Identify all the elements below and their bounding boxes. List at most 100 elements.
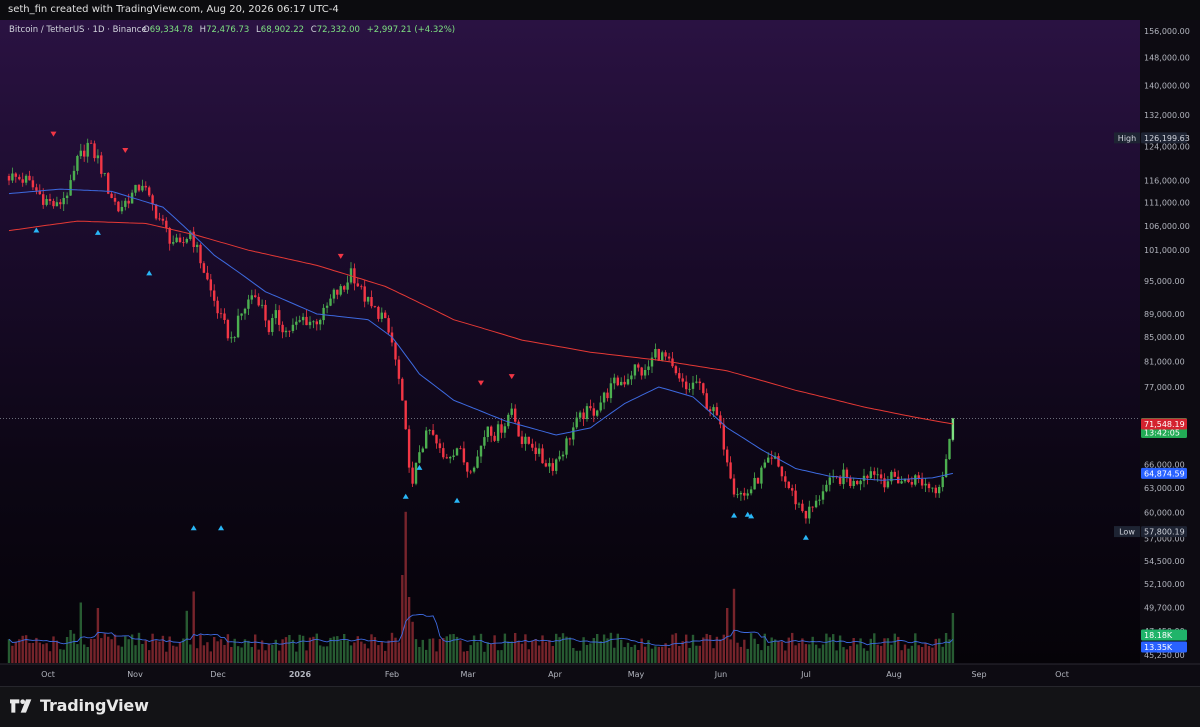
volume-bar bbox=[168, 636, 171, 663]
volume-bar bbox=[28, 643, 31, 663]
candle-body bbox=[623, 381, 626, 385]
volume-bar bbox=[808, 644, 811, 663]
volume-bar bbox=[178, 642, 182, 663]
candle-body bbox=[14, 173, 17, 177]
candle-body bbox=[667, 356, 671, 359]
volume-ma-line bbox=[8, 613, 954, 647]
volume-bar bbox=[83, 644, 86, 663]
volume-bar bbox=[797, 643, 801, 663]
candle-body bbox=[589, 406, 592, 409]
price-tick-label: 60,000.00 bbox=[1144, 509, 1185, 518]
candle-body bbox=[514, 408, 517, 422]
candle-body bbox=[24, 175, 28, 183]
candle-body bbox=[62, 198, 65, 205]
candle-body bbox=[862, 475, 866, 481]
volume-layer bbox=[7, 511, 955, 664]
volume-bar bbox=[195, 648, 199, 663]
volume-bar bbox=[363, 643, 366, 663]
candle-body bbox=[110, 193, 113, 198]
high-price-tag-bg bbox=[1114, 132, 1140, 144]
volume-bar bbox=[602, 634, 606, 663]
volume-bar bbox=[349, 645, 353, 663]
volume-bar bbox=[496, 650, 500, 663]
candle-body bbox=[301, 316, 305, 321]
volume-bar bbox=[103, 633, 106, 663]
low-price-value: 57,800.19 bbox=[1144, 528, 1185, 537]
volume-bar bbox=[161, 635, 165, 663]
volume-bar bbox=[110, 639, 113, 663]
volume-bar bbox=[654, 646, 657, 663]
candle-body bbox=[637, 364, 640, 368]
volume-bar bbox=[924, 643, 927, 663]
candle-body bbox=[698, 381, 701, 384]
volume-bar bbox=[390, 632, 394, 663]
volume-bar bbox=[544, 641, 548, 663]
candle-body bbox=[113, 198, 117, 202]
candle-body bbox=[890, 471, 893, 482]
legend: Bitcoin / TetherUS · 1D · Binance O69,33… bbox=[9, 25, 455, 35]
volume-bar bbox=[356, 636, 359, 663]
volume-bar bbox=[623, 647, 626, 663]
volume-bar bbox=[643, 646, 647, 663]
volume-bar bbox=[219, 639, 223, 663]
volume-bar bbox=[667, 647, 671, 663]
candle-body bbox=[780, 466, 784, 477]
candle-body bbox=[534, 447, 537, 454]
tradingview-logo[interactable]: TradingView bbox=[10, 696, 149, 715]
volume-bar bbox=[698, 645, 701, 663]
time-axis[interactable]: Oct Nov Dec 2026 Feb Mar Apr May Jun Jul Aug Sep Oct bbox=[41, 670, 1069, 679]
volume-bar bbox=[688, 647, 691, 663]
candle-body bbox=[568, 438, 572, 440]
volume-bar bbox=[298, 634, 301, 663]
candle-body bbox=[599, 402, 602, 411]
legend-symbol: Bitcoin / TetherUS · 1D · Binance bbox=[9, 25, 147, 35]
candle-body bbox=[749, 489, 753, 494]
volume-bar bbox=[551, 646, 554, 663]
buy-signal-marker bbox=[218, 525, 225, 531]
candle-body bbox=[657, 349, 660, 361]
volume-bar bbox=[226, 634, 230, 663]
candle-body bbox=[951, 418, 955, 440]
price-tick-label: 140,000.00 bbox=[1144, 82, 1190, 91]
candle-body bbox=[96, 155, 100, 159]
volume-bar bbox=[127, 639, 130, 663]
candle-body bbox=[510, 408, 513, 415]
volume-bar bbox=[736, 642, 739, 663]
candle-body bbox=[674, 366, 678, 374]
tradingview-logo-icon bbox=[10, 698, 32, 713]
volume-bar bbox=[394, 637, 397, 663]
candle-body bbox=[219, 313, 223, 315]
candle-body bbox=[524, 436, 527, 444]
candle-body bbox=[910, 482, 914, 485]
buy-signal-marker bbox=[402, 493, 409, 499]
volume-bar bbox=[301, 635, 305, 663]
candle-body bbox=[48, 199, 52, 201]
volume-bar bbox=[599, 641, 602, 663]
volume-bar bbox=[230, 647, 233, 663]
candle-body bbox=[760, 467, 763, 484]
volume-bar bbox=[763, 633, 766, 663]
time-tick-label: Dec bbox=[210, 670, 225, 679]
volume-bar bbox=[726, 608, 729, 663]
candle-body bbox=[469, 471, 472, 473]
price-chart[interactable]: 156,000.00 148,000.00 140,000.00 132,000.00… bbox=[0, 20, 1200, 686]
volume-bar bbox=[206, 642, 209, 663]
volume-bar bbox=[541, 635, 544, 663]
price-tick-label: 101,000.00 bbox=[1144, 246, 1190, 255]
volume-bar bbox=[407, 597, 411, 663]
volume-bar bbox=[466, 651, 469, 663]
plot-background bbox=[0, 20, 1140, 664]
sell-signal-marker bbox=[337, 253, 344, 259]
candle-body bbox=[743, 492, 746, 496]
candle-body bbox=[141, 185, 144, 191]
candle-body bbox=[452, 455, 455, 457]
volume-bar bbox=[582, 637, 585, 663]
candle-body bbox=[315, 321, 318, 325]
price-tick-label: 52,100.00 bbox=[1144, 580, 1185, 589]
ma-fast-line bbox=[8, 188, 954, 481]
volume-bar bbox=[182, 638, 185, 663]
sell-signal-marker bbox=[508, 374, 515, 380]
candle-body bbox=[332, 289, 336, 299]
volume-bar bbox=[838, 635, 842, 663]
candle-body bbox=[165, 220, 168, 229]
